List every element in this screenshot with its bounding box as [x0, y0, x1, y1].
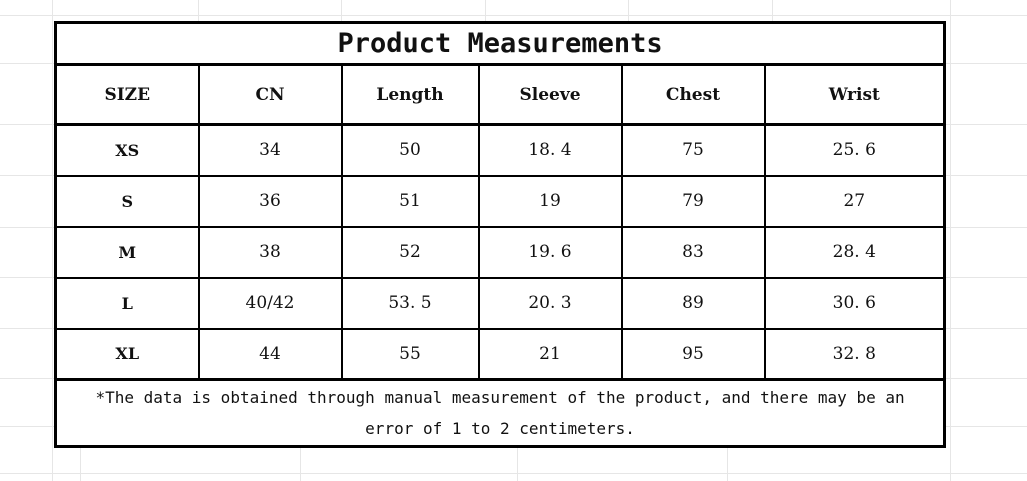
table-cell: 50 — [340, 123, 480, 177]
gridline — [80, 446, 81, 481]
table-cell: 36 — [197, 174, 343, 228]
gridline — [772, 0, 773, 21]
gridline — [52, 0, 53, 481]
table-cell: 95 — [620, 327, 766, 381]
header-cell-cn: CN — [197, 63, 343, 126]
table-cell: 25. 6 — [763, 123, 946, 177]
header-cell-wrist: Wrist — [763, 63, 946, 126]
table-cell: 18. 4 — [477, 123, 623, 177]
table-row-xl: XL 44 55 21 95 32. 8 — [54, 327, 946, 381]
header-cell-length: Length — [340, 63, 480, 126]
table-cell: 75 — [620, 123, 766, 177]
table-cell: 19. 6 — [477, 225, 623, 279]
table-cell: 32. 8 — [763, 327, 946, 381]
gridline — [485, 0, 486, 21]
table-header-row: SIZE CN Length Sleeve Chest Wrist — [54, 63, 946, 126]
size-label: M — [54, 225, 200, 279]
table-row-l: L 40/42 53. 5 20. 3 89 30. 6 — [54, 276, 946, 330]
table-cell: 34 — [197, 123, 343, 177]
size-label: S — [54, 174, 200, 228]
note-line-1: *The data is obtained through manual mea… — [95, 388, 905, 407]
gridline — [341, 0, 342, 21]
table-row-m: M 38 52 19. 6 83 28. 4 — [54, 225, 946, 279]
table-cell: 38 — [197, 225, 343, 279]
table-cell: 55 — [340, 327, 480, 381]
table-cell: 53. 5 — [340, 276, 480, 330]
header-cell-chest: Chest — [620, 63, 766, 126]
table-cell: 27 — [763, 174, 946, 228]
table-cell: 19 — [477, 174, 623, 228]
table-cell: 20. 3 — [477, 276, 623, 330]
header-cell-sleeve: Sleeve — [477, 63, 623, 126]
table-cell: 51 — [340, 174, 480, 228]
table-note-row: *The data is obtained through manual mea… — [54, 378, 946, 448]
gridline — [300, 446, 301, 481]
gridline — [0, 473, 1027, 474]
table-row-s: S 36 51 19 79 27 — [54, 174, 946, 228]
table-cell: 21 — [477, 327, 623, 381]
header-cell-size: SIZE — [54, 63, 200, 126]
table-cell: 28. 4 — [763, 225, 946, 279]
table-title: Product Measurements — [54, 21, 946, 66]
gridline — [517, 446, 518, 481]
measurement-note: *The data is obtained through manual mea… — [54, 378, 946, 448]
size-label: L — [54, 276, 200, 330]
table-cell: 89 — [620, 276, 766, 330]
gridline — [628, 0, 629, 21]
gridline — [950, 0, 951, 481]
product-measurements-table: Product Measurements SIZE CN Length Slee… — [54, 21, 947, 448]
gridline — [198, 0, 199, 21]
gridline — [727, 446, 728, 481]
table-cell: 30. 6 — [763, 276, 946, 330]
size-label: XL — [54, 327, 200, 381]
table-cell: 79 — [620, 174, 766, 228]
table-row-xs: XS 34 50 18. 4 75 25. 6 — [54, 123, 946, 177]
gridline — [0, 15, 1027, 16]
size-label: XS — [54, 123, 200, 177]
note-line-2: error of 1 to 2 centimeters. — [365, 419, 635, 438]
table-title-row: Product Measurements — [54, 21, 946, 66]
table-cell: 44 — [197, 327, 343, 381]
table-cell: 52 — [340, 225, 480, 279]
table-cell: 83 — [620, 225, 766, 279]
table-cell: 40/42 — [197, 276, 343, 330]
